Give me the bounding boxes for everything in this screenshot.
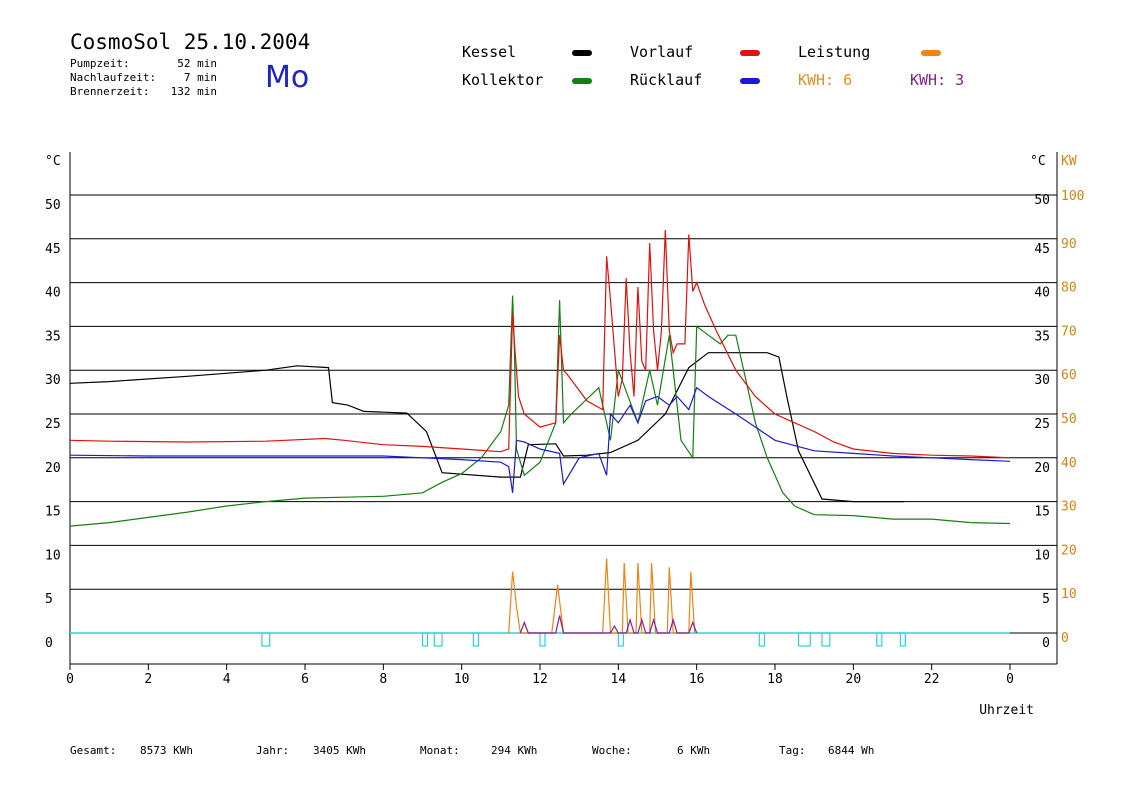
footer-monat-label: Monat: [420, 744, 460, 757]
ytick-left-30: 30 [45, 373, 61, 388]
chart-title: CosmoSol 25.10.2004 [70, 30, 311, 54]
ylabel-left: °C [45, 154, 61, 169]
footer-jahr-value: 3405 KWh [313, 744, 366, 757]
legend-ruecklauf-swatch [740, 78, 760, 84]
kwtick-50: 50 [1061, 412, 1077, 427]
legend-vorlauf-swatch [740, 50, 760, 56]
series-line-kessel [69, 352, 905, 503]
pump-marker-4 [539, 632, 546, 647]
xtick-0: 0 [66, 672, 74, 687]
ytick-left-45: 45 [45, 242, 61, 257]
ytick-right-35: 35 [1034, 329, 1050, 344]
legend-kwh-solar: KWH: 6 [798, 71, 853, 89]
footer-tag-label: Tag: [779, 744, 806, 757]
weekday-label: Mo [265, 60, 310, 95]
stat-label-brennerzeit: Brennerzeit: [70, 85, 150, 98]
ytick-right-50: 50 [1034, 193, 1050, 208]
stat-value-brennerzeit: 132 min [170, 85, 217, 98]
pump-marker-2 [433, 632, 443, 647]
footer-gesamt-label: Gesamt: [70, 744, 117, 757]
legend-leistung-label: Leistung [798, 43, 871, 61]
ytick-right-40: 40 [1034, 286, 1050, 301]
legend-kessel-label: Kessel [462, 43, 517, 61]
stat-label-nachlaufzeit: Nachlaufzeit: [70, 71, 157, 84]
kwtick-100: 100 [1061, 189, 1084, 204]
ytick-right-45: 45 [1034, 242, 1050, 257]
footer-jahr-label: Jahr: [256, 744, 290, 757]
footer-tag-value: 6844 Wh [828, 744, 875, 757]
xtick-7: 14 [611, 672, 627, 687]
ytick-left-15: 15 [45, 505, 61, 520]
kwtick-60: 60 [1061, 368, 1077, 383]
legend-leistung-swatch [921, 50, 941, 56]
xtick-4: 8 [379, 672, 387, 687]
footer-woche-label: Woche: [592, 744, 632, 757]
legend-kollektor-swatch [572, 78, 592, 84]
legend-kessel-swatch [572, 50, 592, 56]
pump-marker-8 [821, 632, 831, 647]
pump-marker-10 [899, 632, 906, 647]
xtick-3: 6 [301, 672, 309, 687]
xtick-2: 4 [223, 672, 231, 687]
ylabel-right: °C [1030, 154, 1046, 169]
xtick-1: 2 [144, 672, 152, 687]
ytick-right-25: 25 [1034, 417, 1050, 432]
kwtick-20: 20 [1061, 543, 1077, 558]
footer-woche-value: 6 KWh [677, 744, 711, 757]
ytick-left-35: 35 [45, 329, 61, 344]
kwtick-90: 90 [1061, 237, 1077, 252]
xlabel: Uhrzeit [979, 703, 1034, 718]
ytick-left-25: 25 [45, 417, 61, 432]
series-line-vorlauf [69, 229, 1011, 459]
stat-value-nachlaufzeit: 7 min [183, 71, 217, 84]
footer-monat-value: 294 KWh [491, 744, 538, 757]
pump-marker-3 [472, 632, 480, 647]
pump-marker-9 [876, 632, 883, 647]
pump-marker-7 [797, 632, 811, 647]
xtick-8: 16 [689, 672, 705, 687]
kwtick-70: 70 [1061, 324, 1077, 339]
pump-marker-1 [421, 632, 429, 647]
ytick-left-20: 20 [45, 461, 61, 476]
pump-marker-0 [261, 632, 271, 647]
xtick-6: 12 [532, 672, 548, 687]
kwtick-0: 0 [1061, 631, 1069, 646]
legend-kwh-burner: KWH: 3 [910, 71, 965, 89]
ytick-left-10: 10 [45, 548, 61, 563]
series-line-leistung [508, 558, 696, 634]
xtick-5: 10 [454, 672, 470, 687]
kwtick-80: 80 [1061, 281, 1077, 296]
kwtick-10: 10 [1061, 587, 1077, 602]
ytick-left-50: 50 [45, 198, 61, 213]
ytick-left-40: 40 [45, 286, 61, 301]
xtick-11: 22 [924, 672, 940, 687]
ytick-right-5: 5 [1042, 592, 1050, 607]
series-line-kwh2 [519, 615, 698, 634]
series-line-kollektor [69, 295, 1011, 527]
ytick-right-10: 10 [1034, 548, 1050, 563]
xtick-10: 20 [846, 672, 862, 687]
stat-value-pumpzeit: 52 min [177, 57, 217, 70]
ytick-right-0: 0 [1042, 636, 1050, 651]
ytick-right-15: 15 [1034, 505, 1050, 520]
legend-kollektor-label: Kollektor [462, 71, 544, 89]
pump-marker-6 [758, 632, 765, 647]
ytick-right-30: 30 [1034, 373, 1050, 388]
ytick-left-5: 5 [45, 592, 53, 607]
xtick-9: 18 [767, 672, 783, 687]
kwtick-30: 30 [1061, 500, 1077, 515]
footer-gesamt-value: 8573 KWh [140, 744, 193, 757]
pump-marker-5 [617, 632, 624, 647]
ytick-left-0: 0 [45, 636, 53, 651]
stat-label-pumpzeit: Pumpzeit: [70, 57, 130, 70]
kwtick-40: 40 [1061, 456, 1077, 471]
ylabel-kw: KW [1061, 154, 1077, 169]
legend-vorlauf-label: Vorlauf [630, 43, 694, 61]
ytick-right-20: 20 [1034, 461, 1050, 476]
series-line-ruecklauf [69, 386, 1011, 493]
legend-ruecklauf-label: Rücklauf [630, 71, 703, 89]
xtick-12: 0 [1006, 672, 1014, 687]
